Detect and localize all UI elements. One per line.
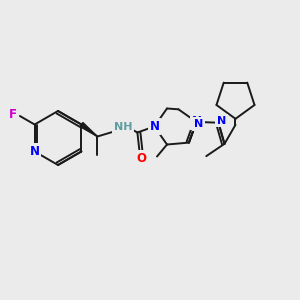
- Text: F: F: [9, 109, 17, 122]
- Text: NH: NH: [114, 122, 133, 133]
- Text: N: N: [30, 145, 40, 158]
- Text: N: N: [217, 116, 226, 126]
- Text: N: N: [149, 120, 159, 133]
- Text: N: N: [194, 119, 203, 129]
- Text: O: O: [136, 152, 146, 165]
- Text: N: N: [191, 116, 201, 128]
- Polygon shape: [80, 122, 98, 136]
